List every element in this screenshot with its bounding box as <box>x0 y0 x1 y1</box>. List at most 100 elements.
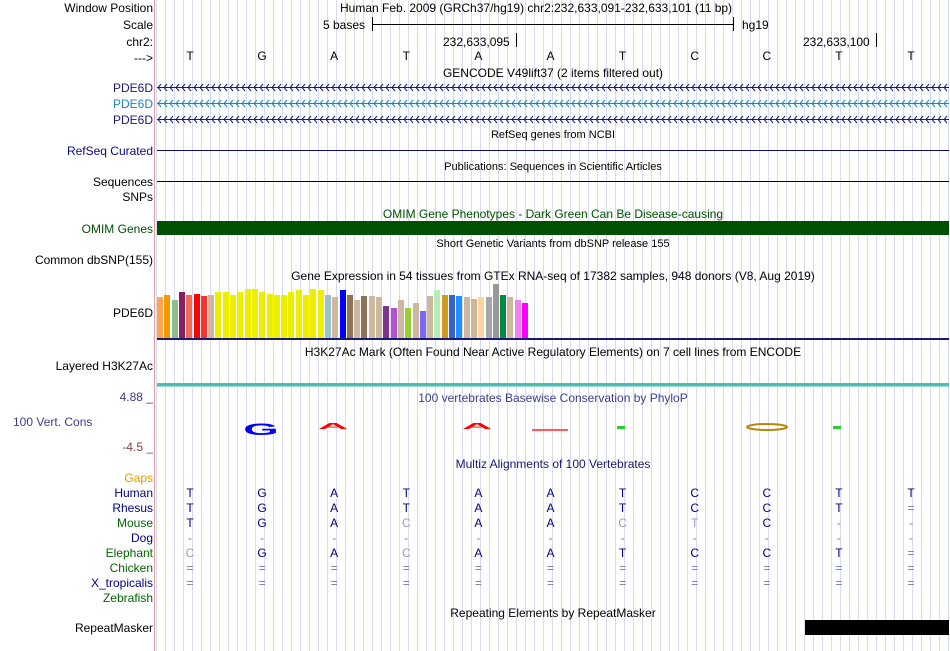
gtex-tissue-bar[interactable] <box>251 289 258 338</box>
gtex-tissue-bar[interactable] <box>514 300 521 338</box>
gencode-item-label-2[interactable]: PDE6D <box>112 97 153 111</box>
gtex-tissue-bar[interactable] <box>449 295 455 338</box>
alignment-base: A <box>546 546 555 560</box>
gtex-tissue-bar[interactable] <box>324 295 331 338</box>
gtex-tissue-bar[interactable] <box>339 290 346 338</box>
alignment-base: = <box>546 561 554 575</box>
gtex-tissue-bar[interactable] <box>186 295 193 338</box>
gtex-tissue-bar[interactable] <box>368 296 375 338</box>
gtex-tissue-bar[interactable] <box>171 300 178 338</box>
gencode-feature-3[interactable] <box>157 115 949 124</box>
gtex-tissue-bar[interactable] <box>427 296 434 338</box>
species-label-chicken[interactable]: Chicken <box>109 561 153 575</box>
phylop-logo[interactable]: G A A <box>157 405 949 445</box>
omim-title[interactable]: OMIM Gene Phenotypes - Dark Green Can Be… <box>382 207 724 221</box>
species-label-human[interactable]: Human <box>114 486 153 500</box>
dbsnp-label[interactable]: Common dbSNP(155) <box>34 253 153 267</box>
gencode-feature-2[interactable] <box>157 99 949 108</box>
gtex-tissue-bar[interactable] <box>273 295 280 338</box>
omim-feature[interactable] <box>157 221 949 235</box>
gencode-title[interactable]: GENCODE V49lift37 (2 items filtered out) <box>442 66 664 80</box>
gtex-tissue-bar[interactable] <box>354 300 361 338</box>
repeatmasker-feature[interactable] <box>805 620 949 635</box>
gtex-tissue-bar[interactable] <box>266 294 273 338</box>
alignment-base: C <box>401 546 411 560</box>
refseq-label[interactable]: RefSeq Curated <box>66 144 153 158</box>
gaps-label[interactable]: Gaps <box>124 471 153 485</box>
gtex-tissue-bar[interactable] <box>478 297 485 338</box>
gtex-tissue-bar[interactable] <box>157 297 163 338</box>
gtex-tissue-bar[interactable] <box>470 299 477 338</box>
gtex-tissue-bar[interactable] <box>500 295 507 338</box>
gtex-tissue-bar[interactable] <box>200 296 207 338</box>
gtex-tissue-bar[interactable] <box>222 292 229 338</box>
alignment-base: A <box>330 501 339 515</box>
gtex-tissue-bar[interactable] <box>310 289 317 338</box>
species-label-mouse[interactable]: Mouse <box>116 516 153 530</box>
omim-label[interactable]: OMIM Genes <box>81 222 153 236</box>
gtex-tissue-bar[interactable] <box>295 290 302 338</box>
gtex-tissue-bar[interactable] <box>412 303 419 338</box>
assembly-position[interactable]: Human Feb. 2009 (GRCh37/hg19) chr2:232,6… <box>340 1 733 15</box>
gencode-item-label-1[interactable]: PDE6D <box>112 81 153 95</box>
gtex-tissue-bar[interactable] <box>208 295 215 338</box>
gtex-tissue-bar[interactable] <box>178 292 185 338</box>
gtex-tissue-bar[interactable] <box>507 297 514 338</box>
gtex-tissue-bar[interactable] <box>230 295 236 338</box>
multiz-title[interactable]: Multiz Alignments of 100 Vertebrates <box>455 457 651 471</box>
gtex-tissue-bar[interactable] <box>317 290 324 338</box>
gtex-tissue-bar[interactable] <box>397 300 404 338</box>
gtex-tissue-bar[interactable] <box>237 292 244 338</box>
gtex-bar-chart[interactable] <box>157 284 949 338</box>
repeatmasker-title[interactable]: Repeating Elements by RepeatMasker <box>450 606 656 620</box>
publications-title[interactable]: Publications: Sequences in Scientific Ar… <box>444 161 662 173</box>
gtex-tissue-bar[interactable] <box>376 297 382 338</box>
gtex-tissue-bar[interactable] <box>281 295 288 338</box>
gtex-tissue-bar[interactable] <box>215 292 222 338</box>
gtex-tissue-bar[interactable] <box>492 284 499 338</box>
snps-label[interactable]: SNPs <box>122 190 153 204</box>
gencode-feature-1[interactable] <box>157 83 949 92</box>
species-label-elephant[interactable]: Elephant <box>105 546 153 560</box>
alignment-base: T <box>691 516 699 530</box>
repeatmasker-label[interactable]: RepeatMasker <box>74 621 153 635</box>
gtex-tissue-bar[interactable] <box>441 295 448 338</box>
gtex-tissue-bar[interactable] <box>259 292 266 338</box>
gtex-tissue-bar[interactable] <box>383 306 390 338</box>
gtex-tissue-bar[interactable] <box>434 290 441 338</box>
species-label-zebrafish[interactable]: Zebrafish <box>102 591 153 605</box>
refseq-title[interactable]: RefSeq genes from NCBI <box>490 129 616 141</box>
gtex-tissue-bar[interactable] <box>485 297 492 338</box>
gtex-tissue-bar[interactable] <box>405 308 412 338</box>
alignment-base: A <box>330 486 339 500</box>
h3k27ac-title[interactable]: H3K27Ac Mark (Often Found Near Active Re… <box>304 345 802 359</box>
publications-feature[interactable] <box>157 181 949 182</box>
phylop-title[interactable]: 100 vertebrates Basewise Conservation by… <box>418 391 688 405</box>
dbsnp-title[interactable]: Short Genetic Variants from dbSNP releas… <box>436 238 670 250</box>
phylop-label[interactable]: 100 Vert. Cons <box>13 415 93 429</box>
gtex-tissue-bar[interactable] <box>332 297 339 338</box>
gtex-tissue-bar[interactable] <box>346 295 353 338</box>
species-label-x_tropicalis[interactable]: X_tropicalis <box>90 576 153 590</box>
gtex-title[interactable]: Gene Expression in 54 tissues from GTEx … <box>291 269 815 283</box>
h3k27ac-label[interactable]: Layered H3K27Ac <box>55 359 153 373</box>
gtex-tissue-bar[interactable] <box>456 296 463 338</box>
species-label-rhesus[interactable]: Rhesus <box>112 501 153 515</box>
gtex-label[interactable]: PDE6D <box>112 306 153 320</box>
gtex-tissue-bar[interactable] <box>164 295 171 338</box>
h3k27ac-signal[interactable] <box>157 383 949 386</box>
sequences-label[interactable]: Sequences <box>92 175 153 189</box>
gtex-tissue-bar[interactable] <box>193 294 200 338</box>
gtex-tissue-bar[interactable] <box>463 297 470 338</box>
gtex-tissue-bar[interactable] <box>361 296 368 338</box>
gtex-tissue-bar[interactable] <box>419 311 426 338</box>
gtex-tissue-bar[interactable] <box>288 292 295 338</box>
gtex-tissue-bar[interactable] <box>390 308 397 338</box>
ruler-tick-1 <box>516 33 517 47</box>
species-label-dog[interactable]: Dog <box>130 531 153 545</box>
gtex-tissue-bar[interactable] <box>303 295 309 338</box>
gtex-tissue-bar[interactable] <box>244 289 251 338</box>
gtex-tissue-bar[interactable] <box>522 303 528 338</box>
gencode-item-label-3[interactable]: PDE6D <box>112 113 153 127</box>
refseq-feature[interactable] <box>157 150 949 151</box>
